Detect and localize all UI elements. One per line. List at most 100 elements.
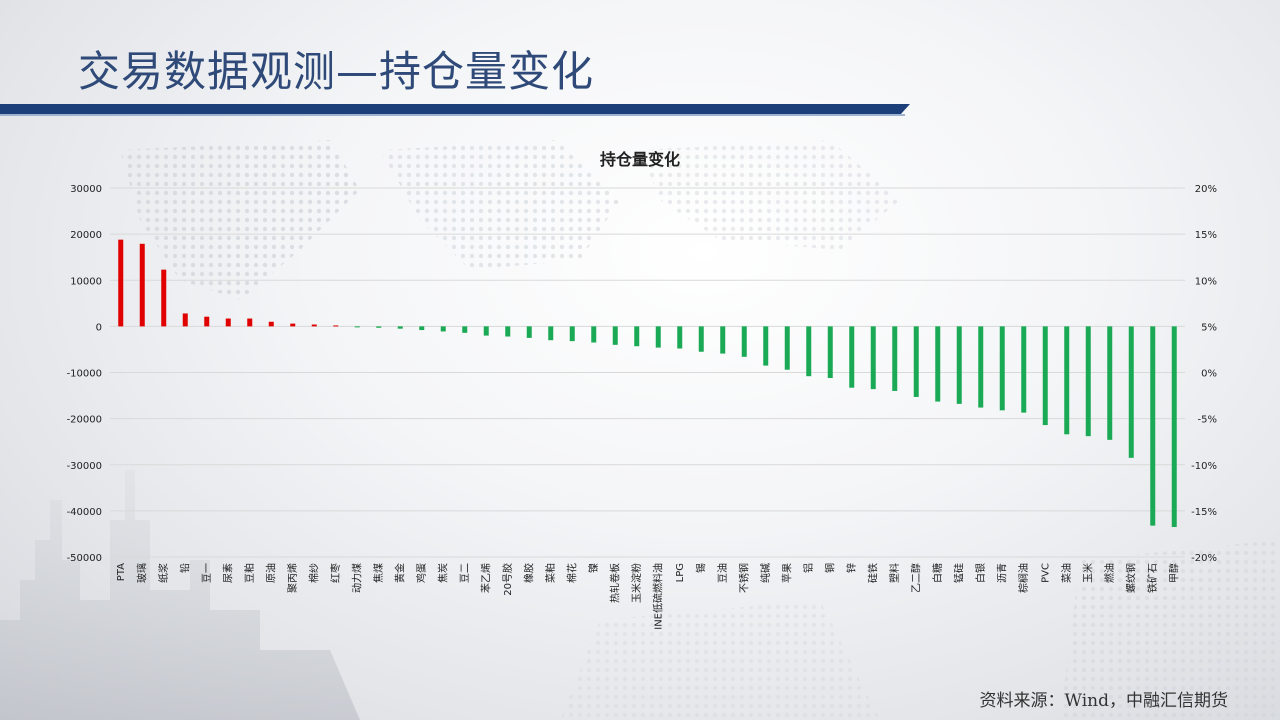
bar xyxy=(913,326,919,397)
bar xyxy=(784,326,790,370)
bar xyxy=(655,326,661,348)
left-tick-label: 0 xyxy=(96,322,102,333)
bar xyxy=(182,313,188,327)
left-axis-ticks: 30000 20000 10000 0 -10000 -20000 -30000 -40000… xyxy=(67,184,102,564)
bar xyxy=(548,326,554,341)
category-label: 铅 xyxy=(178,563,191,573)
bar xyxy=(698,326,704,352)
category-label: PTA xyxy=(116,563,127,581)
category-label: 棕榈油 xyxy=(1017,563,1030,593)
category-label: 鸡蛋 xyxy=(415,563,428,583)
left-tick-label: -10000 xyxy=(67,369,102,380)
category-label: 螺纹钢 xyxy=(1124,563,1137,593)
right-tick-label: 20% xyxy=(1195,184,1217,195)
bar xyxy=(462,326,468,333)
bar xyxy=(978,326,984,408)
category-label: INE低硫燃料油 xyxy=(651,563,664,630)
chart-gridlines xyxy=(110,187,1185,558)
category-label: PVC xyxy=(1040,563,1051,583)
category-label: 白糖 xyxy=(931,563,944,583)
bar xyxy=(118,239,124,327)
right-tick-label: 10% xyxy=(1195,276,1217,287)
category-label: 纯碱 xyxy=(759,563,772,583)
bar xyxy=(1064,326,1070,435)
category-label: 塑料 xyxy=(888,563,901,583)
category-label: 镍 xyxy=(587,563,600,573)
category-label: 橡胶 xyxy=(522,563,535,583)
bar xyxy=(247,318,253,327)
category-label: 沥青 xyxy=(995,563,1008,583)
category-label: 玉米淀粉 xyxy=(630,563,643,603)
category-label: 聚丙烯 xyxy=(286,563,299,593)
category-label: 尿素 xyxy=(221,563,234,583)
bar xyxy=(999,326,1005,411)
category-label: 豆一 xyxy=(201,563,213,583)
left-tick-label: -50000 xyxy=(67,553,102,564)
bar xyxy=(612,326,618,345)
category-label: 菜油 xyxy=(1060,563,1073,583)
bar xyxy=(440,326,446,332)
bar xyxy=(1021,326,1027,413)
category-label: 红枣 xyxy=(329,563,342,583)
category-label: 白银 xyxy=(974,563,987,583)
bar xyxy=(1042,326,1048,426)
right-tick-label: -5% xyxy=(1198,415,1217,426)
bar xyxy=(204,316,210,327)
bar xyxy=(634,326,640,347)
right-axis-ticks: 20% 15% 10% 5% 0% -5% -10% -15% -20% xyxy=(1191,184,1217,564)
chart-title: 持仓量变化 xyxy=(600,150,680,169)
category-label: 20号胶 xyxy=(501,563,514,596)
bar xyxy=(290,323,296,327)
bar xyxy=(956,326,962,404)
bar xyxy=(268,321,274,327)
bar xyxy=(741,326,747,357)
bar xyxy=(311,324,317,327)
bar xyxy=(1128,326,1134,458)
bar xyxy=(139,243,145,327)
bar xyxy=(806,326,812,377)
bar xyxy=(505,326,511,337)
category-labels: PTA 玻璃 纸浆铅豆一 尿素 豆粕 原油 聚丙烯 棉纱 红枣 动力煤 焦煤 黄金 鸡蛋 焦炭 豆二 苯乙烯 2… xyxy=(116,563,1181,630)
bar xyxy=(376,326,382,328)
bar xyxy=(1171,326,1177,528)
category-label: 热轧卷板 xyxy=(608,563,621,603)
category-label: 锡 xyxy=(694,563,707,573)
category-label: 豆粕 xyxy=(243,563,256,583)
bar xyxy=(1150,326,1156,526)
category-label: 乙二醇 xyxy=(909,563,922,593)
bar xyxy=(849,326,855,388)
data-source-note: 资料来源：Wind，中融汇信期货 xyxy=(979,691,1228,711)
category-label: 铝 xyxy=(803,563,815,573)
bar xyxy=(569,326,575,342)
bar xyxy=(763,326,769,366)
left-tick-label: 20000 xyxy=(70,230,102,241)
bar xyxy=(526,326,532,338)
category-label: 焦煤 xyxy=(372,563,385,583)
right-tick-label: -20% xyxy=(1191,553,1217,564)
left-tick-label: 10000 xyxy=(70,276,102,287)
category-label: 纸浆 xyxy=(157,563,170,583)
bar xyxy=(419,326,425,331)
category-label: 豆油 xyxy=(716,563,729,583)
title-underline-bar xyxy=(0,104,910,114)
category-label: 锌 xyxy=(845,563,858,573)
category-label: 燃油 xyxy=(1103,563,1116,583)
bar xyxy=(892,326,898,391)
bar xyxy=(677,326,683,349)
bar xyxy=(1085,326,1091,437)
bar xyxy=(397,326,403,329)
right-tick-label: 0% xyxy=(1201,369,1217,380)
left-tick-label: -30000 xyxy=(67,461,102,472)
category-label: 玻璃 xyxy=(135,563,148,583)
category-label: 锰硅 xyxy=(952,563,965,583)
category-label: 不锈钢 xyxy=(737,563,750,593)
bar xyxy=(870,326,876,390)
category-label: LPG xyxy=(675,563,686,582)
bar-series xyxy=(118,239,1177,528)
title-underline-accent xyxy=(0,114,905,116)
bar xyxy=(591,326,597,343)
left-tick-label: -20000 xyxy=(67,415,102,426)
right-tick-label: 15% xyxy=(1195,230,1217,241)
